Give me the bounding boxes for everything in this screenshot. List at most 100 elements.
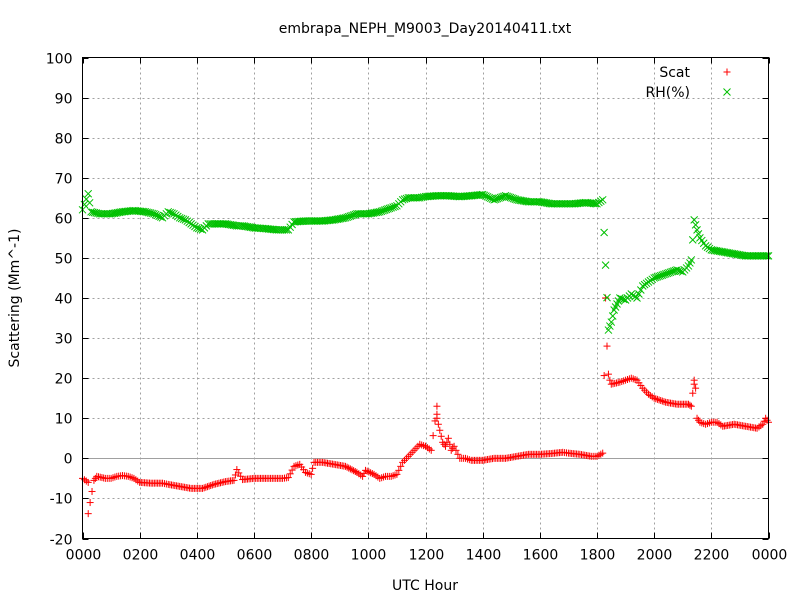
scat-point	[205, 482, 213, 490]
rh-point	[688, 236, 697, 244]
rh-point	[603, 293, 611, 302]
y-tick-label: 30	[55, 332, 73, 348]
scat-point	[86, 499, 94, 507]
scat-point	[442, 442, 450, 450]
rh-point	[635, 290, 643, 298]
rh-point	[636, 286, 645, 294]
rh-point	[303, 217, 312, 225]
scat-point	[341, 462, 349, 470]
scat-point	[655, 396, 663, 404]
scat-point	[284, 474, 292, 482]
scat-point	[465, 456, 473, 464]
scat-point	[437, 432, 445, 440]
scat-point	[450, 442, 458, 450]
scat-point	[380, 473, 388, 481]
rh-point	[604, 326, 613, 334]
x-tick-label: 1800	[580, 548, 616, 564]
scat-point	[200, 484, 208, 492]
rh-point	[607, 318, 616, 326]
legend-marker	[723, 68, 731, 76]
scat-point	[690, 380, 698, 388]
scat-point	[604, 370, 612, 378]
scat-point	[230, 476, 238, 484]
scat-point	[305, 470, 313, 478]
scat-point	[286, 470, 294, 478]
x-tick-label: 2000	[637, 548, 673, 564]
x-tick-label: 0600	[237, 548, 273, 564]
scat-point	[237, 472, 245, 480]
scat-point	[454, 450, 462, 458]
grid	[82, 57, 769, 539]
rh-point	[168, 209, 176, 218]
y-tick-label: 100	[46, 52, 73, 68]
scat-point	[203, 483, 211, 491]
scat-point	[603, 342, 611, 350]
scat-point	[88, 487, 96, 495]
x-tick-label: 1000	[351, 548, 387, 564]
scat-point	[444, 434, 452, 442]
scat-point	[288, 466, 296, 474]
y-tick-label: 80	[55, 132, 73, 148]
axis-ticks: -20 -10 0 10 20 30 40 50 60 70 80 90 100 0000 0200 0400…	[46, 52, 788, 564]
scat-point	[348, 466, 356, 474]
rh-point	[274, 226, 283, 234]
scat-point	[346, 465, 354, 473]
x-tick-label: 0400	[180, 548, 216, 564]
y-tick-label: 90	[55, 92, 73, 108]
scat-point	[351, 468, 359, 476]
rh-point	[608, 312, 617, 320]
y-tick-label: -20	[50, 533, 73, 549]
rh-point	[84, 189, 93, 198]
x-tick-label: 2200	[694, 548, 730, 564]
rh-point	[598, 195, 607, 204]
chart-title: embrapa_NEPH_M9003_Day20140411.txt	[279, 21, 572, 37]
plot-frame	[82, 57, 769, 539]
rh-point	[763, 252, 771, 260]
rh-point	[206, 219, 215, 228]
rh-point	[606, 322, 614, 330]
rh-point	[694, 230, 703, 238]
rh-point	[391, 202, 399, 211]
scat-point	[658, 397, 666, 405]
scat-point	[436, 426, 444, 434]
scat-point	[368, 470, 376, 478]
scat-point	[606, 376, 614, 384]
rh-point	[80, 200, 89, 209]
legend-marker	[723, 88, 731, 96]
scat-point	[452, 446, 460, 454]
x-tick-label: 0800	[294, 548, 330, 564]
rh-point	[301, 217, 310, 225]
y-tick-label: 60	[55, 212, 73, 228]
scat-point	[363, 467, 371, 475]
rh-point	[179, 215, 188, 224]
x-tick-label: 1200	[409, 548, 445, 564]
rh-point	[338, 214, 347, 223]
x-tick-label: 1600	[523, 548, 559, 564]
scat-point	[759, 420, 767, 428]
scat-point	[84, 510, 92, 518]
rh-point	[204, 219, 213, 228]
scat-point	[292, 462, 300, 470]
rh-point	[693, 226, 701, 234]
scat-point	[434, 420, 442, 428]
rh-point	[691, 220, 700, 229]
scat-point	[391, 471, 399, 479]
scat-point	[361, 466, 369, 474]
x-tick-label: 0200	[123, 548, 159, 564]
scat-point	[686, 401, 694, 409]
scat-point	[365, 468, 373, 476]
legend-label: RH(%)	[646, 85, 690, 101]
scat-point	[367, 469, 375, 477]
scat-point	[343, 463, 351, 471]
scat-point	[84, 478, 92, 486]
rh-point	[690, 215, 699, 224]
scat-point	[397, 462, 405, 470]
rh-point	[273, 226, 281, 234]
rh-point	[761, 252, 770, 260]
scat-point	[199, 484, 207, 492]
rh-point	[372, 208, 381, 217]
x-tick-label: 0000	[66, 548, 102, 564]
y-tick-label: 10	[55, 412, 73, 428]
rh-point	[278, 226, 287, 234]
